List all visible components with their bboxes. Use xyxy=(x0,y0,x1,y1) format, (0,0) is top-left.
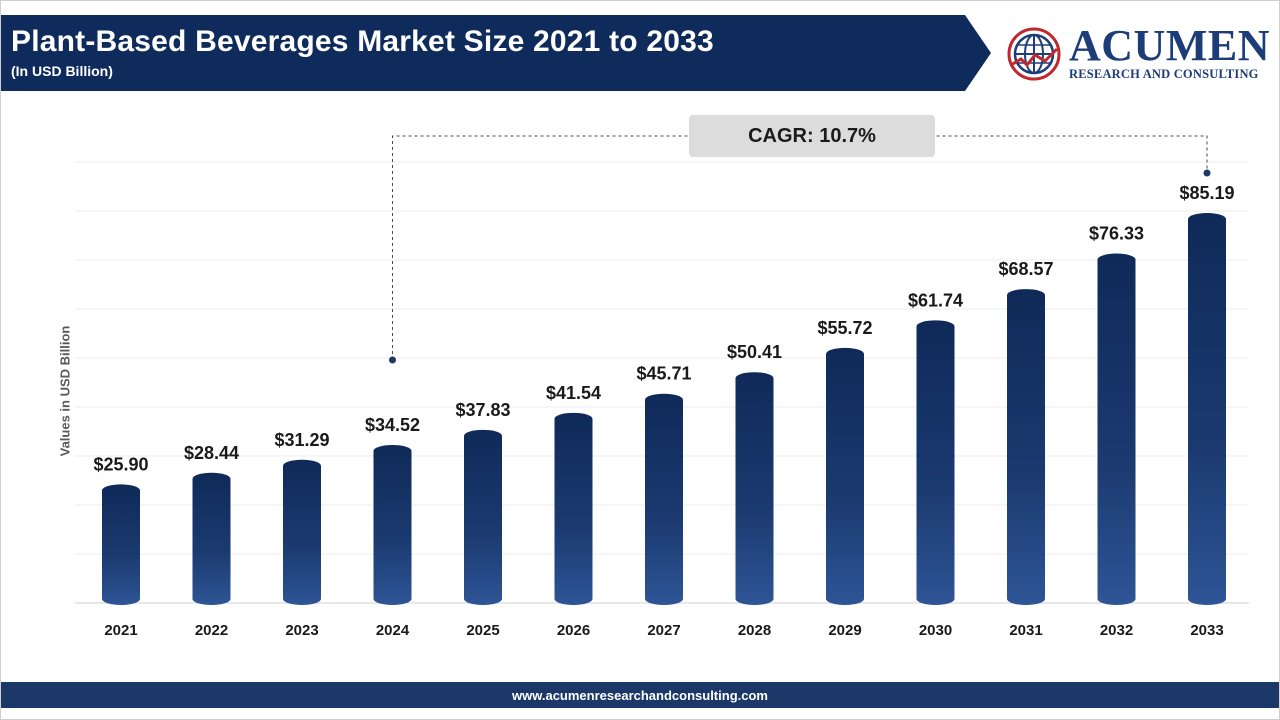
cagr-badge: CAGR: 10.7% xyxy=(689,115,935,157)
cagr-dashed-line xyxy=(392,135,1208,360)
bar-chart: $25.90 $28.44 $31.29 $34.52 $37.83 $41.54 $45.… xyxy=(75,135,1249,639)
bar-2032 xyxy=(1097,253,1136,605)
value-label-2022: $28.44 xyxy=(184,443,239,463)
bar-2033 xyxy=(1188,213,1226,605)
x-tick-2028: 2028 xyxy=(738,622,771,639)
chart-title: Plant-Based Beverages Market Size 2021 t… xyxy=(11,25,714,58)
value-label-2028: $50.41 xyxy=(727,342,782,362)
x-tick-2024: 2024 xyxy=(376,622,410,639)
value-label-2023: $31.29 xyxy=(274,430,329,450)
header-banner xyxy=(1,15,991,91)
x-tick-2026: 2026 xyxy=(557,622,590,639)
x-tick-2022: 2022 xyxy=(195,622,228,639)
value-label-2030: $61.74 xyxy=(908,290,963,310)
value-label-2025: $37.83 xyxy=(455,400,510,420)
value-labels: $25.90 $28.44 $31.29 $34.52 $37.83 $41.54 $45.… xyxy=(93,183,1234,474)
company-logo: ACUMEN RESEARCH AND CONSULTING xyxy=(1005,23,1269,85)
bar-2023 xyxy=(283,459,321,605)
bar-2022 xyxy=(192,472,231,605)
cagr-start-dot xyxy=(389,356,396,364)
value-label-2033: $85.19 xyxy=(1179,183,1234,203)
x-tick-2030: 2030 xyxy=(919,622,952,639)
bar-2031 xyxy=(1007,289,1045,605)
bars xyxy=(102,213,1226,605)
footer-bar: www.acumenresearchandconsulting.com xyxy=(1,682,1279,708)
value-label-2029: $55.72 xyxy=(817,318,872,338)
value-label-2027: $45.71 xyxy=(636,364,691,384)
cagr-connector xyxy=(389,135,1211,364)
logo-tagline: RESEARCH AND CONSULTING xyxy=(1069,67,1259,81)
bar-2029 xyxy=(826,347,864,605)
value-label-2031: $68.57 xyxy=(998,259,1053,279)
bar-2025 xyxy=(464,429,502,605)
x-tick-labels: 2021 2022 2023 2024 2025 2026 2027 2028 2029 2030… xyxy=(104,622,1223,639)
bar-2027 xyxy=(645,393,683,605)
x-tick-2033: 2033 xyxy=(1190,622,1223,639)
x-tick-2023: 2023 xyxy=(285,622,318,639)
bar-2028 xyxy=(735,372,774,605)
cagr-end-dot xyxy=(1203,169,1211,177)
footer-url: www.acumenresearchandconsulting.com xyxy=(512,687,768,703)
globe-icon xyxy=(1007,27,1061,81)
bar-2021 xyxy=(102,484,140,605)
x-tick-2032: 2032 xyxy=(1100,622,1133,639)
bar-2026 xyxy=(554,412,593,605)
x-tick-2025: 2025 xyxy=(466,622,499,639)
x-tick-2029: 2029 xyxy=(828,622,861,639)
value-label-2032: $76.33 xyxy=(1089,224,1144,244)
header-banner-shape xyxy=(1,15,991,91)
x-tick-2021: 2021 xyxy=(104,622,137,639)
value-label-2021: $25.90 xyxy=(93,454,148,474)
bar-2030 xyxy=(916,320,955,605)
bar-2024 xyxy=(373,444,412,605)
value-label-2026: $41.54 xyxy=(546,383,601,403)
value-label-2024: $34.52 xyxy=(365,415,420,435)
x-tick-2027: 2027 xyxy=(647,622,680,639)
chart-subtitle: (In USD Billion) xyxy=(11,63,113,79)
x-tick-2031: 2031 xyxy=(1009,622,1042,639)
logo-wordmark: ACUMEN xyxy=(1069,21,1270,70)
